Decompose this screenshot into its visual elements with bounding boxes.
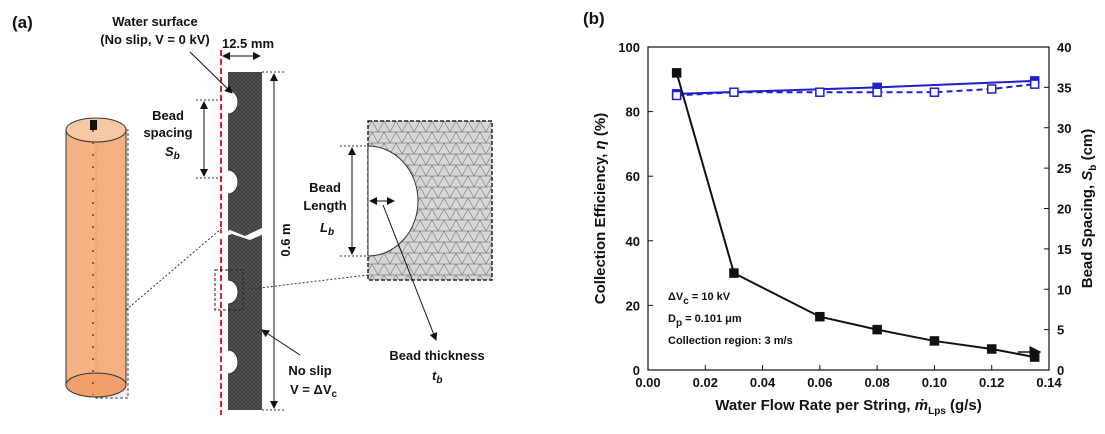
marker — [671, 90, 682, 101]
y-tick-label: 40 — [626, 234, 640, 249]
y-tick-label: 20 — [626, 298, 640, 313]
height-label: 0.6 m — [278, 223, 293, 256]
y-tick-label: 100 — [618, 40, 640, 55]
break — [214, 228, 268, 240]
width-label: 12.5 mm — [222, 36, 274, 51]
marker — [1029, 79, 1040, 89]
y2-tick-label: 20 — [1057, 202, 1071, 217]
text-symbol: ṁ — [915, 397, 928, 414]
x-tick-label: 0.08 — [864, 375, 889, 390]
text-main: Bead Spacing, — [1079, 181, 1096, 289]
rich-text: Water Flow Rate per String, ṁLps (g/s) — [715, 397, 981, 417]
marker — [986, 84, 997, 94]
pointer — [382, 204, 438, 341]
marker — [929, 336, 940, 346]
text-rest: = 10 kV — [689, 291, 731, 303]
y2-tick-label: 40 — [1057, 40, 1071, 55]
label: Bead thickness — [389, 348, 484, 363]
y-tick-label: 60 — [626, 169, 640, 184]
rich-text: ΔVc = 10 kV — [668, 291, 731, 307]
beads — [227, 89, 239, 375]
cond-sub: c — [332, 389, 338, 400]
marker — [872, 324, 882, 335]
panel-label: (b) — [583, 9, 605, 28]
symbol-sub: b — [174, 151, 180, 162]
nozzle — [90, 120, 97, 130]
rich-text: Bead Spacing, Sb (cm) — [1079, 129, 1099, 289]
marker — [815, 87, 825, 97]
y-tick-label: 0 — [633, 363, 640, 378]
pointer — [261, 329, 301, 356]
panel-label: (a) — [12, 13, 33, 32]
x-tick-label: 0.12 — [979, 375, 1004, 390]
panel-a: (a) 0.6 m 12.5 mm Water surface (No slip… — [12, 13, 493, 415]
symbol-main: L — [320, 220, 328, 235]
x-tick-label: 0.10 — [922, 375, 947, 390]
text-symbol: η — [592, 140, 609, 149]
symbol-sub: b — [436, 375, 442, 386]
label: spacing — [143, 125, 192, 140]
marker — [929, 87, 940, 97]
y2-tick-label: 0 — [1057, 363, 1064, 378]
marker — [671, 68, 682, 78]
x-tick-label: 0.14 — [1036, 375, 1062, 390]
text-rest: = 0.101 μm — [682, 313, 742, 325]
cond-main: V = ΔV — [290, 382, 332, 397]
text-rest: (g/s) — [946, 397, 982, 414]
label: (No slip, V = 0 kV) — [100, 32, 209, 47]
guide-line — [125, 227, 223, 311]
marker — [729, 87, 739, 97]
marker — [872, 87, 882, 97]
guide-line — [242, 274, 369, 291]
text-rest: (cm) — [1079, 129, 1096, 165]
symbol: Lb — [320, 220, 334, 238]
symbol: tb — [432, 368, 442, 386]
y2-tick-label: 10 — [1057, 282, 1071, 297]
text-symbol: S — [1079, 171, 1096, 181]
x-tick-label: 0.02 — [693, 375, 718, 390]
marker — [1029, 352, 1040, 362]
text-sub: b — [1088, 165, 1099, 171]
label: No slip — [288, 363, 331, 378]
label: Length — [303, 198, 346, 213]
cylinder — [65, 129, 127, 386]
label: V = ΔVc — [290, 382, 338, 400]
text-sub: c — [683, 296, 689, 307]
cylinder-bottom — [65, 372, 127, 398]
x-tick-label: 0.04 — [750, 375, 776, 390]
marker — [815, 311, 825, 322]
rich-text: Dp = 0.101 μm — [668, 313, 742, 329]
text-main: D — [668, 313, 676, 325]
symbol-sub: b — [328, 227, 334, 238]
marker — [729, 268, 739, 278]
y2-tick-label: 35 — [1057, 80, 1071, 95]
text-rest: (%) — [592, 113, 609, 141]
y2-tick-label: 25 — [1057, 161, 1071, 176]
pointer — [189, 51, 233, 94]
text-main: Water Flow Rate per String, — [715, 397, 914, 414]
symbol: Sb — [165, 144, 180, 162]
text-sub: p — [676, 318, 682, 329]
y2-tick-label: 30 — [1057, 121, 1071, 136]
text-main: ΔV — [668, 291, 684, 303]
symbol-main: t — [432, 368, 437, 383]
y-tick-label: 80 — [626, 105, 640, 120]
symbol-main: S — [165, 144, 174, 159]
y2-tick-label: 15 — [1057, 242, 1071, 257]
label: Bead — [309, 180, 341, 195]
label: Water surface — [112, 14, 198, 29]
rich-text: Collection Efficiency, η (%) — [592, 113, 609, 304]
text-sub: Lps — [928, 406, 946, 417]
text-main: Collection region: 3 m/s — [668, 335, 793, 347]
text-main: Collection Efficiency, — [592, 149, 609, 304]
rich-text: Collection region: 3 m/s — [668, 335, 793, 347]
label: Bead — [152, 108, 184, 123]
x-tick-label: 0.06 — [807, 375, 832, 390]
x-tick-label: 0.00 — [635, 375, 660, 390]
y2-tick-label: 5 — [1057, 323, 1064, 338]
marker — [986, 344, 997, 354]
